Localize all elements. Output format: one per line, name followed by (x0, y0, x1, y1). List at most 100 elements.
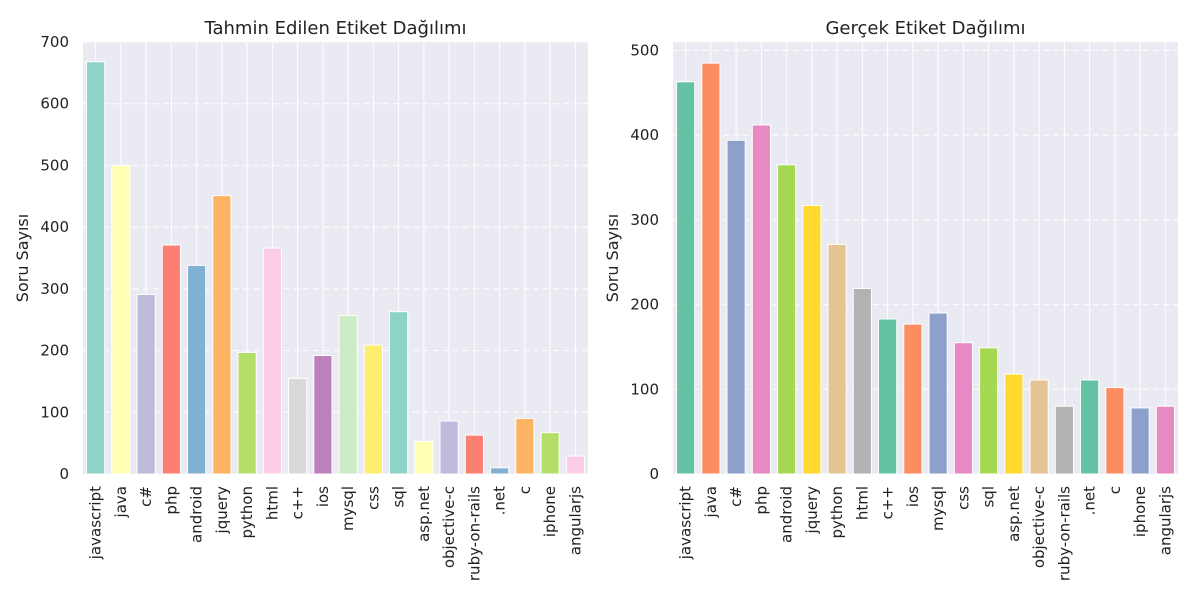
bar-javascript (86, 61, 106, 475)
x-tick-label: android (188, 486, 206, 543)
x-tick-label: angularjs (1156, 486, 1174, 555)
bar-html (852, 287, 872, 475)
x-tick-label: html (853, 486, 871, 520)
x-tick-label: c (1106, 486, 1124, 494)
x-tick-label: objective-c (1030, 486, 1048, 568)
bar-java (111, 164, 131, 475)
x-tick-label: javascript (87, 486, 105, 560)
y-tick-label: 100 (630, 380, 659, 398)
x-tick-label: mysql (339, 486, 357, 531)
bar-ruby-on-rails (464, 434, 484, 475)
bar-objective-c (439, 420, 459, 475)
bar-ios (313, 355, 333, 475)
bar-css (363, 344, 383, 475)
x-tick-label: asp.net (415, 486, 433, 542)
x-tick-label: iphone (541, 486, 559, 537)
chart-title: Tahmin Edilen Etiket Dağılımı (203, 18, 466, 39)
y-tick-label: 200 (630, 296, 659, 314)
bar-c++ (288, 377, 308, 475)
bar-android (187, 264, 207, 475)
bar-php (161, 244, 181, 475)
x-tick-label: ruby-on-rails (1055, 486, 1073, 581)
bar-javascript (676, 81, 696, 475)
x-tick-label: mysql (929, 486, 947, 531)
x-tick-label: asp.net (1005, 486, 1023, 542)
x-tick-label: iphone (1131, 486, 1149, 537)
bar-css (953, 342, 973, 475)
y-tick-label: 400 (40, 218, 69, 236)
y-tick-label: 0 (649, 465, 659, 483)
bar-c++ (878, 318, 898, 475)
bar-html (262, 247, 282, 475)
y-axis-label: Soru Sayısı (603, 214, 622, 302)
plot-background (673, 42, 1178, 474)
bar-asp.net (414, 440, 434, 475)
x-tick-label: ios (904, 486, 922, 507)
x-tick-label: sql (980, 486, 998, 508)
x-tick-labels: javascript java c# php android jquery python ht… (87, 486, 585, 581)
x-tick-label: jquery (213, 486, 231, 535)
y-tick-label: 500 (630, 41, 659, 59)
bar-c (1105, 387, 1125, 475)
y-tick-label: 300 (630, 211, 659, 229)
x-tick-label: .net (491, 486, 509, 516)
bar-iphone (1130, 407, 1150, 475)
bar-.net (1080, 379, 1100, 475)
actual-tags-chart: 0 100 200 300 400 500 javascript java c# php andr… (603, 18, 1178, 581)
x-tick-label: c++ (879, 486, 897, 519)
bar-jquery (802, 204, 822, 475)
x-tick-label: php (752, 486, 770, 515)
y-tick-label: 200 (40, 342, 69, 360)
x-tick-label: css (954, 486, 972, 510)
bar-c (515, 417, 535, 475)
x-tick-label: javascript (677, 486, 695, 560)
bar-objective-c (1029, 379, 1049, 475)
bar-c# (136, 293, 156, 475)
x-tick-label: java (702, 486, 720, 518)
y-tick-labels: 0 100 200 300 400 500 (630, 41, 659, 483)
bar-python (827, 243, 847, 475)
x-tick-label: sql (390, 486, 408, 508)
bar-jquery (212, 195, 232, 475)
bar-c# (726, 139, 746, 475)
x-tick-label: ruby-on-rails (465, 486, 483, 581)
x-tick-label: php (162, 486, 180, 515)
bar-php (751, 124, 771, 475)
bar-iphone (540, 432, 560, 475)
x-tick-label: ios (314, 486, 332, 507)
x-tick-label: c (516, 486, 534, 494)
bar-mysql (338, 314, 358, 475)
bar-android (777, 164, 797, 475)
chart-title: Gerçek Etiket Dağılımı (825, 18, 1025, 39)
y-tick-labels: 0 100 200 300 400 500 600 700 (40, 33, 69, 483)
y-tick-label: 600 (40, 95, 69, 113)
bar-python (237, 351, 257, 475)
x-tick-label: objective-c (440, 486, 458, 568)
grid-lines (83, 41, 588, 475)
x-tick-label: angularjs (566, 486, 584, 555)
x-tick-label: .net (1081, 486, 1099, 516)
bar-java (701, 62, 721, 475)
y-tick-label: 700 (40, 33, 69, 51)
bar-ruby-on-rails (1054, 405, 1074, 475)
y-axis-label: Soru Sayısı (13, 214, 32, 302)
y-tick-label: 100 (40, 403, 69, 421)
x-tick-label: jquery (803, 486, 821, 535)
x-tick-label: java (112, 486, 130, 518)
bar-asp.net (1004, 373, 1024, 475)
x-tick-label: css (364, 486, 382, 510)
bar-mysql (928, 312, 948, 475)
predicted-tags-chart: 0 100 200 300 400 500 600 700 javascript java c# p… (13, 18, 588, 581)
bar-angularjs (565, 455, 585, 475)
x-tick-label: python (828, 486, 846, 538)
y-tick-label: 400 (630, 126, 659, 144)
bar-group (676, 62, 1175, 475)
y-tick-label: 500 (40, 156, 69, 174)
bar-group (86, 61, 585, 475)
x-tick-label: c# (137, 486, 155, 507)
bar-sql (979, 347, 999, 475)
x-tick-label: html (263, 486, 281, 520)
bar-ios (903, 323, 923, 475)
y-tick-label: 0 (59, 465, 69, 483)
